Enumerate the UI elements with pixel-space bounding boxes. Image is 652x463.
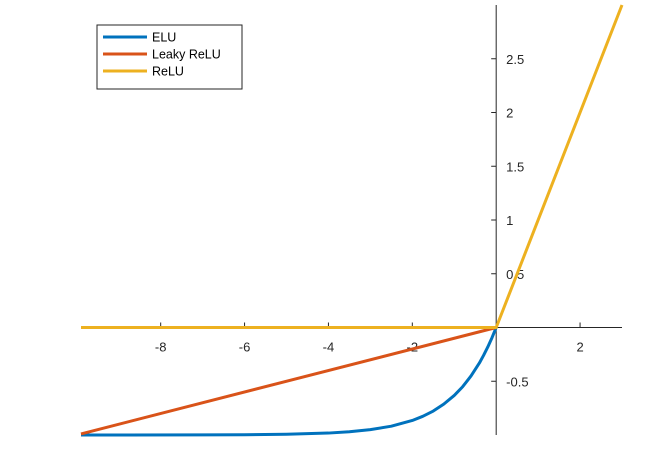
x-tick-label: -8: [155, 340, 167, 355]
y-tick-label: 2: [506, 106, 513, 121]
series-line-leaky-relu: [80, 326, 497, 436]
legend: ELU Leaky ReLU ReLU: [96, 24, 243, 90]
legend-label-relu: ReLU: [152, 65, 184, 79]
legend-label-elu: ELU: [152, 31, 176, 45]
y-tick-label: 1: [506, 213, 513, 228]
y-tick-label: 2.5: [506, 52, 524, 67]
axes: -8 -6 -4 -2 2-0.50.511.522.5: [81, 5, 622, 435]
series-line-relu: [81, 4, 624, 329]
x-tick-label: -6: [239, 340, 251, 355]
y-tick-label: -0.5: [506, 374, 528, 389]
x-tick-label: 2: [576, 340, 583, 355]
x-tick-label: -2: [407, 340, 419, 355]
y-tick-label: 1.5: [506, 159, 524, 174]
series-layer: [80, 4, 624, 437]
x-tick-label: -4: [323, 340, 335, 355]
legend-label-leaky-relu: Leaky ReLU: [152, 48, 221, 62]
series-line-elu: [80, 326, 498, 437]
